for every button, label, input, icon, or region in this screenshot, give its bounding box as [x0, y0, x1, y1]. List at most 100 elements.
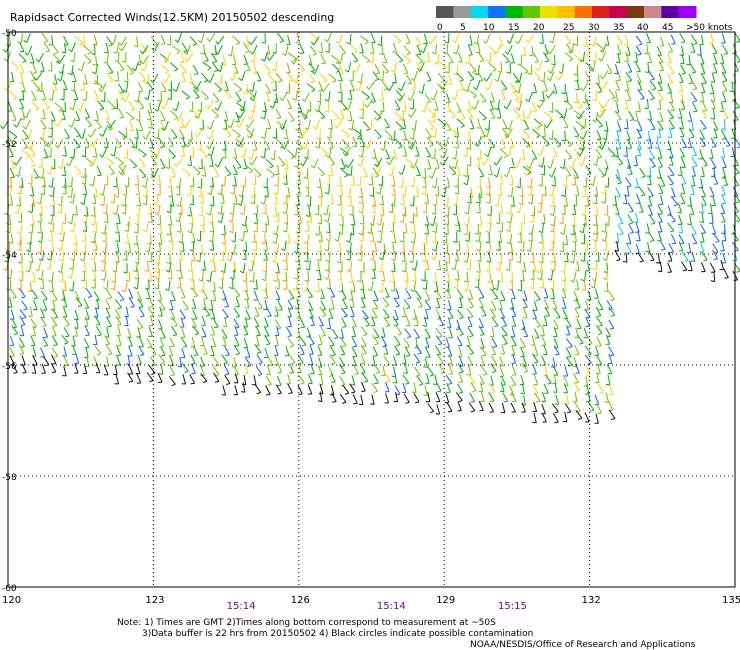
wind-barb	[233, 269, 235, 280]
wind-barb	[104, 224, 107, 235]
wind-barb	[393, 149, 398, 160]
wind-barb-feather	[583, 248, 588, 251]
wind-barb-feather	[724, 277, 729, 279]
wind-barb	[647, 242, 651, 252]
wind-barb	[168, 376, 176, 385]
wind-barb	[521, 362, 529, 372]
wind-barb	[501, 316, 508, 327]
wind-barb	[564, 366, 569, 377]
wind-barb	[117, 51, 120, 62]
wind-barb-feather	[270, 80, 275, 84]
wind-barb-feather	[88, 162, 93, 167]
wind-barb-feather	[149, 380, 154, 383]
wind-barb	[138, 195, 142, 206]
wind-barb-feather	[353, 51, 358, 54]
wind-barb	[416, 375, 424, 385]
wind-barb-feather	[579, 59, 584, 63]
wind-barb	[32, 325, 36, 336]
wind-barb-feather	[288, 392, 293, 394]
wind-barb	[139, 71, 146, 81]
wind-barb	[152, 73, 159, 84]
wind-barb-feather	[167, 185, 172, 188]
wind-barb-feather	[431, 135, 436, 138]
wind-barb-feather	[187, 269, 193, 272]
wind-barb-feather	[349, 213, 354, 216]
wind-barb-feather	[260, 155, 265, 159]
wind-barb	[84, 325, 90, 336]
wind-barb	[19, 223, 23, 234]
wind-barb	[437, 60, 447, 68]
wind-barb-feather	[459, 316, 464, 320]
wind-barb-feather	[418, 70, 423, 73]
wind-barb	[171, 316, 178, 326]
wind-barb	[93, 89, 99, 100]
wind-barb-feather	[184, 143, 189, 148]
wind-barb-feather	[677, 174, 682, 177]
wind-barb	[626, 90, 632, 101]
wind-barb-feather	[178, 212, 183, 216]
wind-barb	[594, 242, 597, 253]
wind-barb	[181, 42, 188, 52]
wind-barb	[457, 401, 462, 411]
wind-barb-feather	[165, 166, 170, 169]
wind-barb-feather	[357, 80, 362, 84]
wind-barb	[38, 261, 41, 272]
wind-barb	[636, 193, 641, 204]
wind-barb	[500, 375, 506, 385]
wind-barb-feather	[89, 183, 94, 187]
wind-barb-feather	[566, 174, 571, 177]
wind-barb-feather	[670, 174, 675, 177]
wind-barb	[616, 241, 619, 252]
wind-barb-feather	[410, 88, 416, 91]
wind-barb	[625, 177, 632, 186]
wind-barb	[636, 73, 642, 84]
wind-barb-feather	[168, 249, 174, 252]
wind-barb	[103, 252, 107, 263]
wind-barb	[307, 384, 313, 395]
wind-barb	[21, 149, 30, 157]
wind-barb	[594, 288, 599, 299]
wind-barb-feather	[107, 325, 112, 328]
wind-barb-feather	[682, 146, 687, 149]
wind-barb	[722, 147, 725, 158]
wind-barb-feather	[345, 164, 349, 168]
wind-barb-feather	[190, 382, 195, 385]
wind-barb	[403, 251, 406, 262]
wind-barb	[518, 100, 523, 111]
wind-barb	[657, 253, 661, 264]
wind-barb-feather	[410, 289, 415, 292]
wind-barb-feather	[166, 43, 172, 46]
wind-barb	[83, 338, 90, 348]
wind-barb	[328, 318, 332, 329]
wind-barb	[233, 365, 239, 375]
wind-barb	[329, 147, 332, 158]
wind-barb-feather	[637, 137, 642, 139]
wind-barb	[53, 80, 58, 91]
wind-barb	[385, 382, 390, 392]
wind-barb	[11, 71, 14, 82]
wind-barb-feather	[469, 352, 474, 355]
wind-barb-feather	[245, 124, 249, 128]
wind-barb-feather	[17, 248, 22, 251]
wind-barb	[20, 279, 22, 290]
wind-barb	[522, 137, 531, 146]
wind-barb	[95, 55, 98, 66]
wind-barb-feather	[303, 260, 309, 263]
wind-barb-feather	[390, 289, 395, 292]
wind-barb	[51, 35, 54, 46]
wind-barb-feather	[156, 193, 161, 196]
wind-barb-feather	[273, 203, 278, 205]
wind-barb	[601, 140, 607, 150]
wind-barb-feather	[260, 201, 265, 205]
wind-barb-feather	[173, 163, 177, 168]
wind-barb-feather	[257, 373, 263, 376]
wind-barb	[713, 167, 716, 178]
wind-barb	[128, 101, 136, 110]
wind-barb-feather	[475, 239, 480, 243]
wind-barb-feather	[549, 230, 554, 233]
wind-barb-feather	[125, 363, 130, 365]
wind-barb	[431, 168, 436, 179]
wind-barb	[564, 403, 572, 413]
wind-barb-feather	[708, 212, 713, 215]
wind-barb-feather	[20, 346, 25, 348]
